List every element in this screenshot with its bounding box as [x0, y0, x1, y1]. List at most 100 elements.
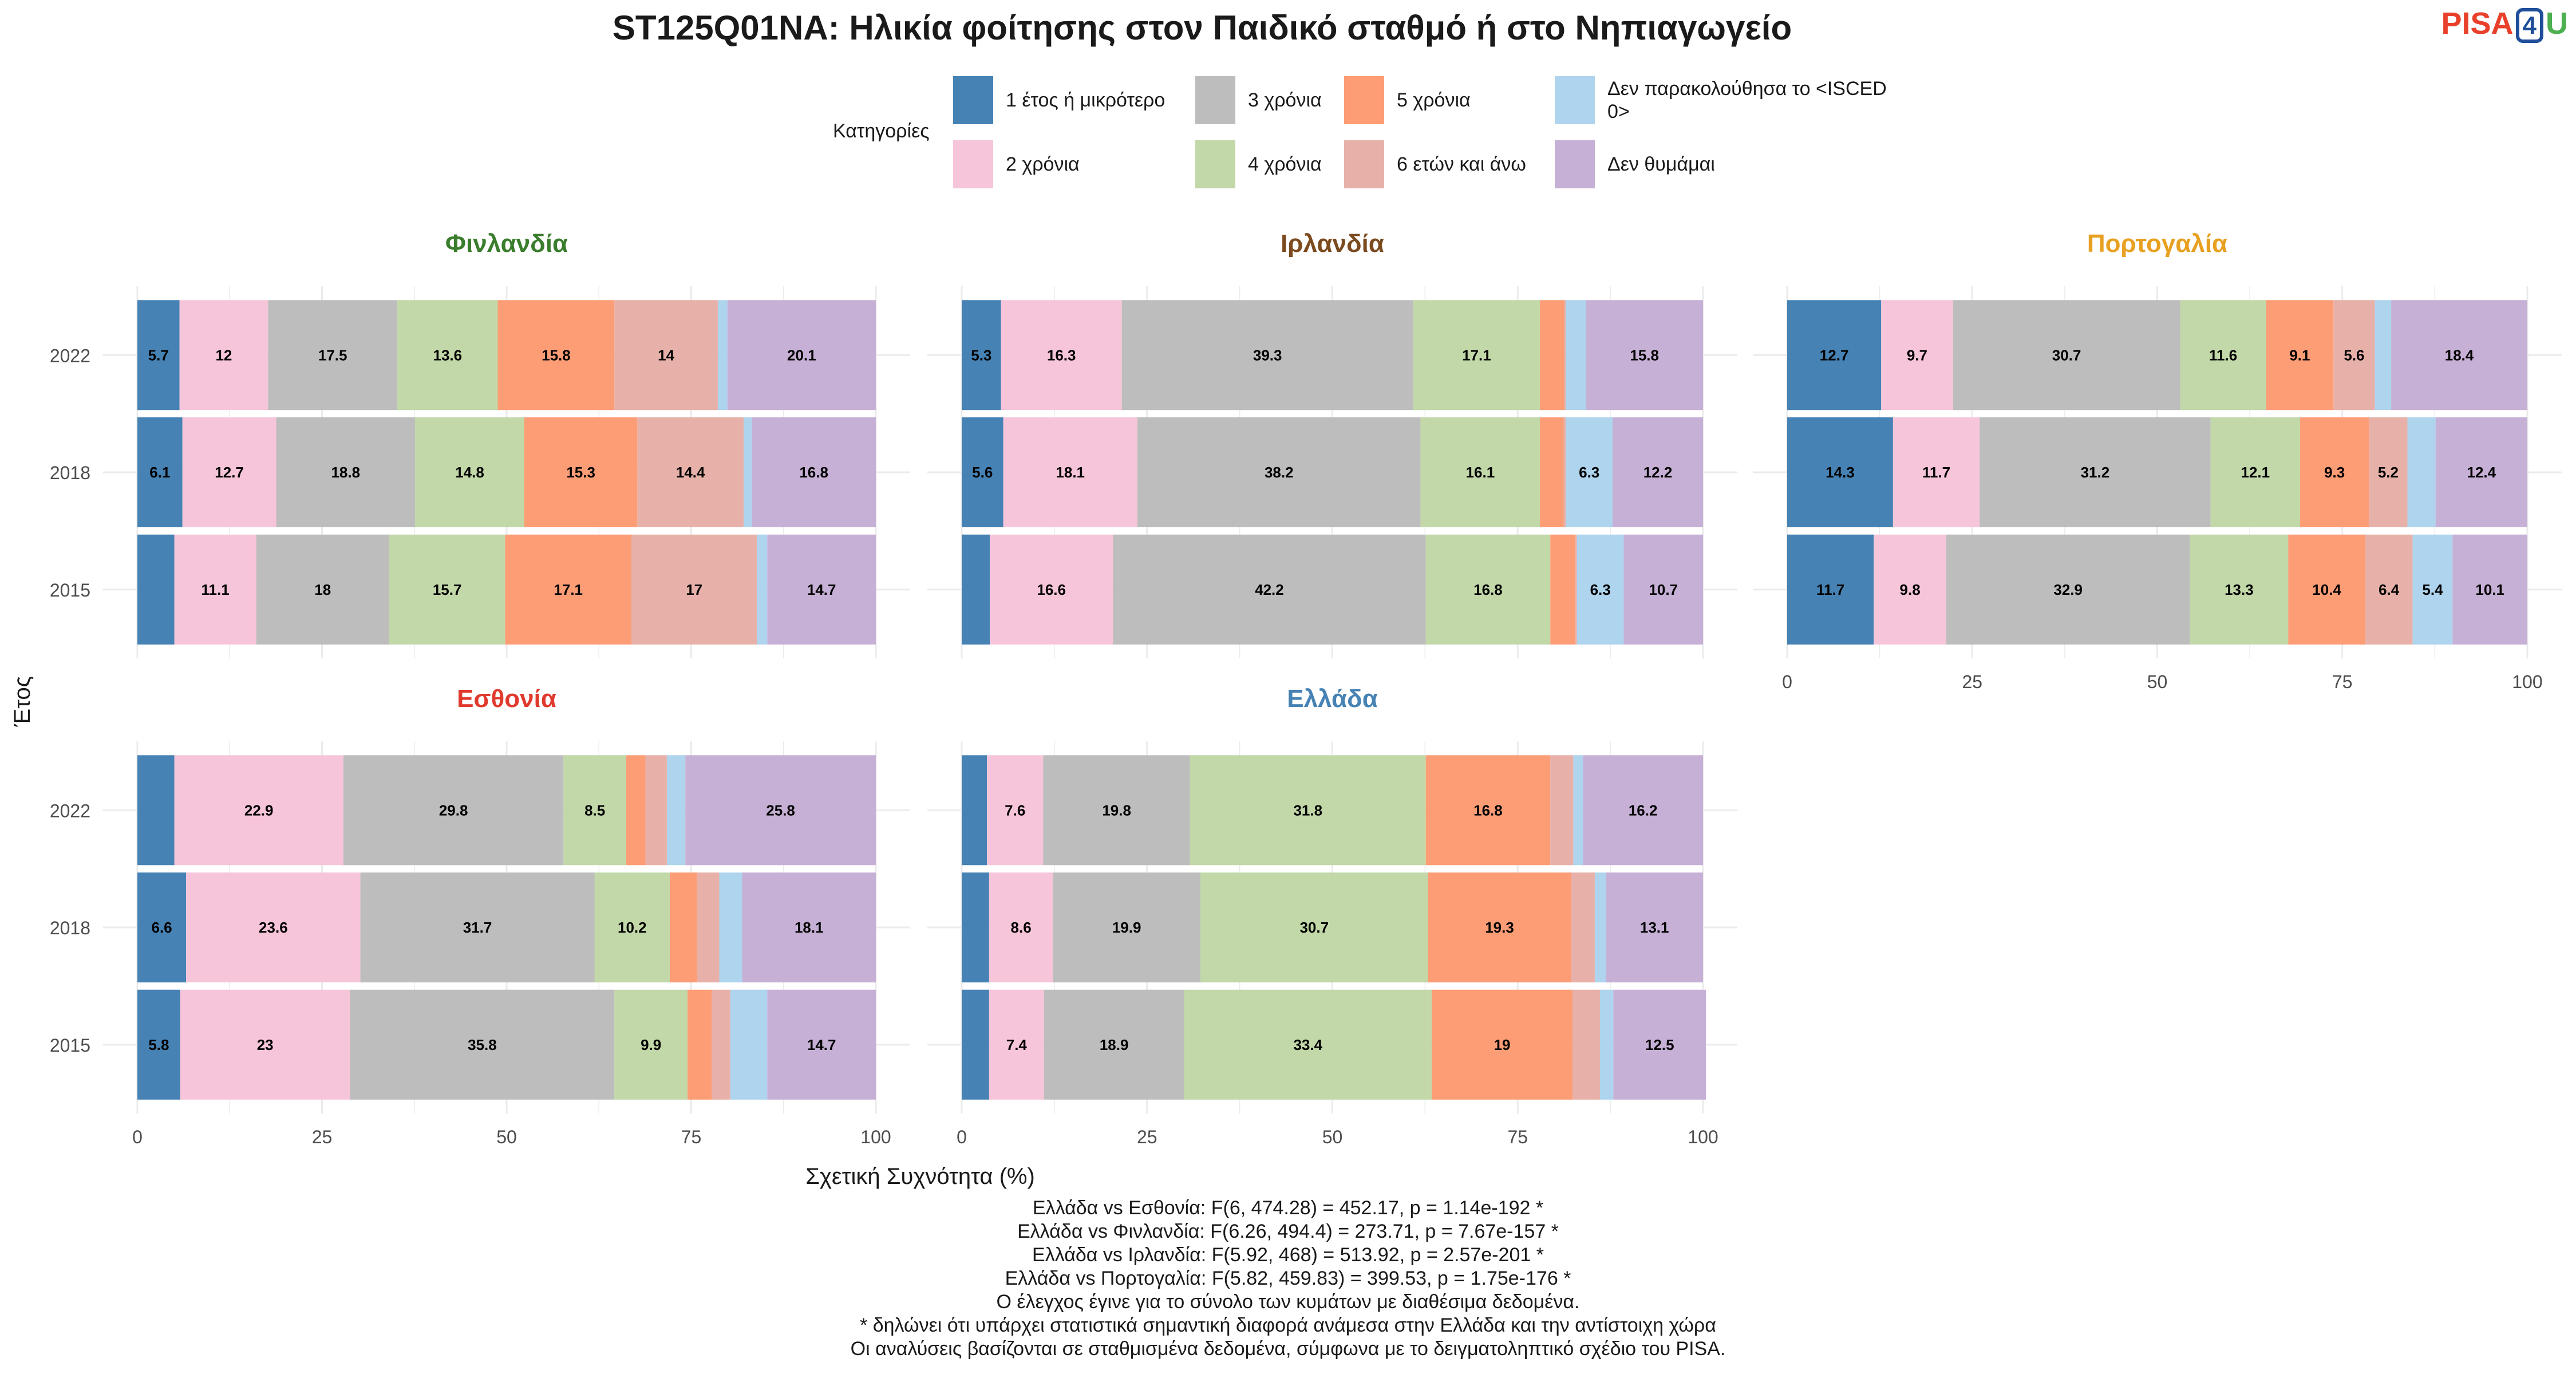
- legend-title: Κατηγορίες: [833, 120, 930, 142]
- legend-item-2: 2 χρόνια: [953, 140, 1080, 188]
- bar-segment: [137, 872, 187, 982]
- bar-segment: [1550, 534, 1576, 645]
- bar-segment: [1613, 989, 1706, 1100]
- legend-item-4: 4 χρόνια: [1195, 140, 1322, 188]
- bar-segment: [1566, 300, 1586, 410]
- bar-data-label: 5.3: [971, 346, 991, 364]
- bar-segment: [1573, 989, 1600, 1100]
- bar-data-label: 10.7: [1649, 581, 1678, 598]
- bar-segment: [1566, 417, 1613, 527]
- bar-data-label: 9.7: [1907, 346, 1927, 364]
- bar-data-label: 5.8: [148, 1036, 169, 1053]
- bar-data-label: 38.2: [1265, 464, 1294, 481]
- bar-data-label: 15.8: [542, 346, 571, 364]
- bar-data-label: 31.2: [2081, 464, 2110, 481]
- legend-item-5: 5 χρόνια: [1344, 76, 1471, 124]
- panel-title: Εσθονία: [457, 685, 556, 713]
- bar-segment: [1003, 417, 1137, 527]
- bar-data-label: 33.4: [1293, 1036, 1322, 1053]
- x-tick-label: 100: [1688, 1127, 1718, 1147]
- bar-segment: [1571, 872, 1595, 982]
- legend-swatch: [1344, 140, 1384, 188]
- bar-data-label: 30.7: [1299, 919, 1329, 936]
- bar-data-label: 12.4: [2467, 464, 2496, 481]
- bar-data-label: 11.7: [1816, 581, 1844, 598]
- y-tick-label: 2022: [50, 800, 90, 821]
- legend-swatch: [953, 76, 993, 124]
- bar-data-label: 17: [686, 581, 702, 598]
- bar-segment: [962, 300, 1001, 410]
- bar-segment: [180, 989, 350, 1100]
- bar-segment: [1586, 300, 1703, 410]
- bar-data-label: 18.9: [1100, 1036, 1129, 1053]
- bar-segment: [2365, 534, 2413, 645]
- x-tick-label: 0: [957, 1127, 967, 1147]
- bar-data-label: 15.7: [433, 581, 462, 598]
- bar-data-label: 32.9: [2053, 581, 2083, 598]
- bar-segment: [256, 534, 389, 645]
- bar-segment: [757, 534, 768, 645]
- bar-data-label: 15.3: [566, 464, 595, 481]
- bar-segment: [2300, 417, 2369, 527]
- bar-segment: [524, 417, 638, 527]
- bar-data-label: 29.8: [439, 802, 468, 819]
- legend-item-3: 3 χρόνια: [1195, 76, 1322, 124]
- bar-data-label: 15.8: [1630, 346, 1659, 364]
- bar-segment: [1583, 755, 1703, 866]
- note-line: Ελλάδα vs Φινλανδία: F(6.26, 494.4) = 27…: [1017, 1221, 1559, 1242]
- bar-segment: [1137, 417, 1421, 527]
- bar-segment: [343, 755, 564, 866]
- bar-segment: [397, 300, 498, 410]
- bar-data-label: 13.1: [1640, 919, 1669, 936]
- bar-segment: [2288, 534, 2365, 645]
- bar-data-label: 12: [215, 346, 232, 364]
- bar-segment: [137, 417, 183, 527]
- x-tick-label: 25: [312, 1127, 333, 1147]
- bar-data-label: 7.6: [1005, 802, 1025, 819]
- bar-data-label: 22.9: [244, 802, 274, 819]
- bar-segment: [670, 872, 697, 982]
- y-tick-label: 2015: [50, 1035, 90, 1056]
- bar-data-label: 16.8: [799, 464, 828, 481]
- legend-item-8: Δεν θυμάμαι: [1555, 140, 1715, 188]
- bar-data-label: 14.7: [807, 1036, 836, 1053]
- bar-segment: [497, 300, 615, 410]
- bar-data-label: 23: [257, 1036, 274, 1053]
- bar-segment: [990, 534, 1113, 645]
- bar-data-label: 5.4: [2422, 581, 2443, 598]
- bar-segment: [1184, 989, 1432, 1100]
- bar-segment: [1953, 300, 2180, 410]
- note-line: Ο έλεγχος έγινε για το σύνολο των κυμάτω…: [996, 1291, 1580, 1313]
- bar-segment: [1428, 872, 1571, 982]
- bar-segment: [2435, 417, 2527, 527]
- bar-segment: [137, 300, 180, 410]
- bar-data-label: 18.1: [795, 919, 824, 936]
- bar-data-label: 16.2: [1629, 802, 1658, 819]
- bar-data-label: 19.3: [1485, 919, 1514, 936]
- bar-segment: [626, 755, 646, 866]
- bar-segment: [645, 755, 667, 866]
- bar-segment: [666, 755, 686, 866]
- bar-segment: [1874, 534, 1946, 645]
- bar-data-label: 6.1: [149, 464, 170, 481]
- bar-data-label: 20.1: [787, 346, 816, 364]
- bar-segment: [1413, 300, 1540, 410]
- x-axis-title: Σχετική Συχνότητα (%): [805, 1164, 1035, 1189]
- bar-data-label: 18.1: [1056, 464, 1085, 481]
- bar-data-label: 14.8: [455, 464, 484, 481]
- bar-segment: [962, 989, 989, 1100]
- legend-swatch: [1344, 76, 1384, 124]
- bar-segment: [276, 417, 416, 527]
- bar-segment: [2210, 417, 2301, 527]
- bar-segment: [1200, 872, 1428, 982]
- bar-segment: [179, 300, 268, 410]
- bar-segment: [1564, 300, 1566, 410]
- bar-data-label: 5.2: [2378, 464, 2399, 481]
- bar-data-label: 16.8: [1473, 581, 1503, 598]
- bar-data-label: 16.8: [1473, 802, 1503, 819]
- bar-data-label: 11.7: [1922, 464, 1950, 481]
- bar-segment: [174, 755, 343, 866]
- bar-segment: [563, 755, 626, 866]
- bar-data-label: 5.7: [148, 346, 169, 364]
- bar-segment: [727, 300, 876, 410]
